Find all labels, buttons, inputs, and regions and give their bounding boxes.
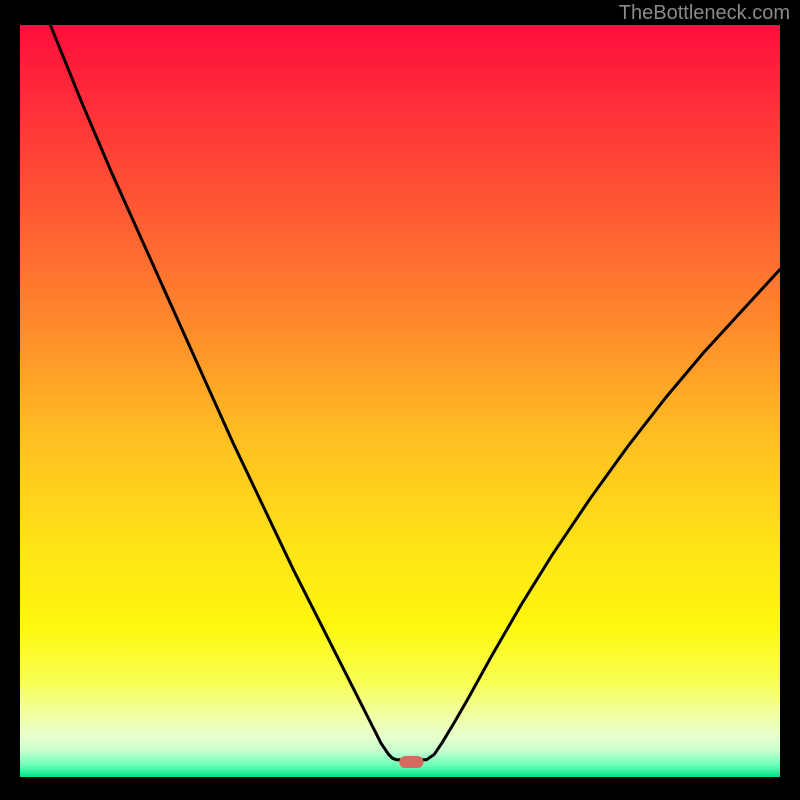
watermark-text: TheBottleneck.com	[619, 2, 790, 25]
optimum-marker	[399, 756, 423, 768]
chart-container: TheBottleneck.com	[0, 0, 800, 800]
bottleneck-chart	[0, 0, 800, 800]
plot-background	[20, 25, 780, 777]
